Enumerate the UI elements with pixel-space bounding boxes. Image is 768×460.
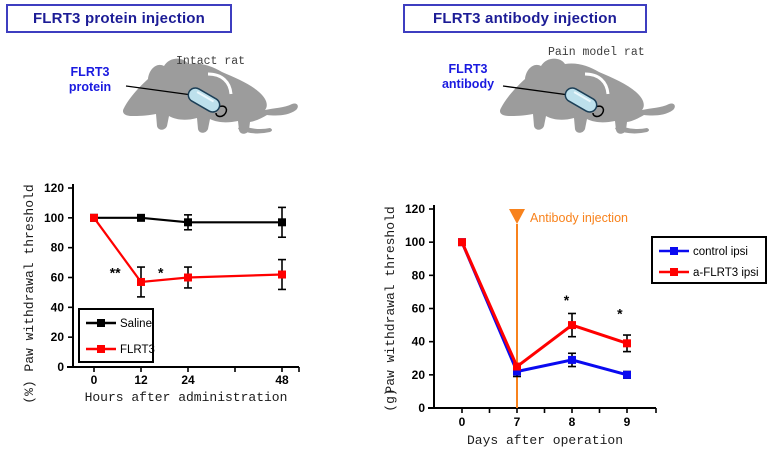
x-tick-label: 12 — [134, 373, 148, 387]
rat-caption-pain-model: Pain model rat — [548, 46, 645, 59]
y-tick-label: 40 — [51, 300, 65, 314]
axes: 0 20 40 60 80 100 120 0 7 8 9 — [405, 202, 657, 429]
y-tick-label: 0 — [418, 401, 425, 415]
legend-label: FLRT3 — [120, 344, 155, 356]
legend: Saline FLRT3 — [78, 308, 155, 363]
chart-protein: 0 20 40 60 80 100 120 0 12 24 48 Hours after admini… — [22, 181, 300, 405]
x-axis-title: Hours after administration — [85, 390, 288, 405]
x-axis-title: Days after operation — [467, 433, 623, 448]
data-point-marker — [568, 321, 576, 330]
injection-label-line2: protein — [68, 80, 112, 94]
y-tick-label: 60 — [412, 302, 426, 316]
data-point-marker — [513, 362, 521, 371]
event-arrow-icon — [509, 209, 525, 224]
x-tick-label: 7 — [514, 415, 521, 429]
injection-label-line2: antibody — [441, 77, 495, 91]
legend-label: a-FLRT3 ipsi — [693, 267, 759, 279]
injection-label-line1: FLRT3 — [70, 65, 110, 79]
y-tick-label: 40 — [412, 335, 426, 349]
significance-marker: * — [617, 305, 623, 321]
rat-caption-intact: Intact rat — [176, 55, 246, 68]
x-tick-label: 0 — [91, 373, 98, 387]
rat-silhouette — [498, 57, 677, 136]
data-point-marker — [278, 270, 286, 279]
panel-title-antibody: FLRT3 antibody injection — [403, 4, 647, 33]
y-tick-label: 20 — [412, 368, 426, 382]
y-tick-label: 80 — [51, 241, 65, 255]
data-point-marker — [184, 273, 192, 282]
y-tick-label: 120 — [405, 202, 425, 216]
data-point-marker — [90, 213, 98, 222]
legend: control ipsi a-FLRT3 ipsi — [651, 236, 767, 284]
data-point-marker — [568, 355, 576, 364]
injection-label-protein: FLRT3 protein — [56, 65, 124, 95]
panel-title-protein: FLRT3 protein injection — [6, 4, 232, 33]
y-axis-unit: (g) — [384, 388, 398, 411]
legend-label: Saline — [120, 318, 152, 330]
y-tick-label: 0 — [57, 360, 64, 374]
significance-marker: * — [158, 264, 164, 280]
data-point-marker — [137, 213, 145, 222]
y-axis-title: Paw withdrawal threshold — [22, 184, 37, 371]
event-label: Antibody injection — [530, 211, 628, 225]
x-tick-label: 0 — [459, 415, 466, 429]
y-tick-label: 100 — [44, 211, 64, 225]
rat-silhouette — [121, 57, 300, 136]
y-tick-label: 60 — [51, 270, 65, 284]
data-point-marker — [278, 218, 286, 227]
series-FLRT3 — [90, 213, 286, 298]
data-point-marker — [623, 370, 631, 379]
significance-marker: ** — [110, 264, 121, 280]
x-tick-label: 24 — [181, 373, 195, 387]
data-point-marker — [458, 238, 466, 247]
series-Saline — [90, 206, 286, 239]
series-control-ipsi — [458, 238, 631, 379]
legend-label: control ipsi — [693, 246, 748, 258]
axes: 0 20 40 60 80 100 120 0 12 24 48 — [44, 181, 300, 387]
x-tick-label: 9 — [624, 415, 631, 429]
rat-illustration-pain-model — [498, 57, 677, 136]
y-axis-unit: (%) — [22, 380, 37, 403]
significance-marker: * — [564, 292, 570, 308]
y-axis-title: Paw withdrawal threshold — [384, 206, 398, 393]
data-point-marker — [513, 367, 521, 376]
injection-label-antibody: FLRT3 antibody — [432, 62, 504, 92]
injection-label-line1: FLRT3 — [448, 62, 488, 76]
x-tick-label: 48 — [275, 373, 289, 387]
data-point-marker — [137, 277, 145, 286]
y-tick-label: 100 — [405, 235, 425, 249]
event-marker: Antibody injection — [509, 209, 628, 408]
data-point-marker — [623, 339, 631, 348]
y-tick-label: 20 — [51, 330, 65, 344]
y-tick-label: 80 — [412, 268, 426, 282]
series-a-FLRT3-ipsi — [458, 238, 631, 371]
x-tick-label: 8 — [569, 415, 576, 429]
y-tick-label: 120 — [44, 181, 64, 195]
data-point-marker — [184, 218, 192, 227]
